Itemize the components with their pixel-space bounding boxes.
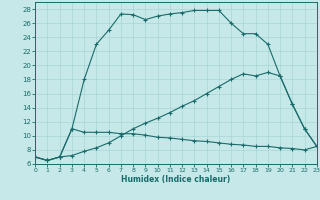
X-axis label: Humidex (Indice chaleur): Humidex (Indice chaleur) — [121, 175, 231, 184]
